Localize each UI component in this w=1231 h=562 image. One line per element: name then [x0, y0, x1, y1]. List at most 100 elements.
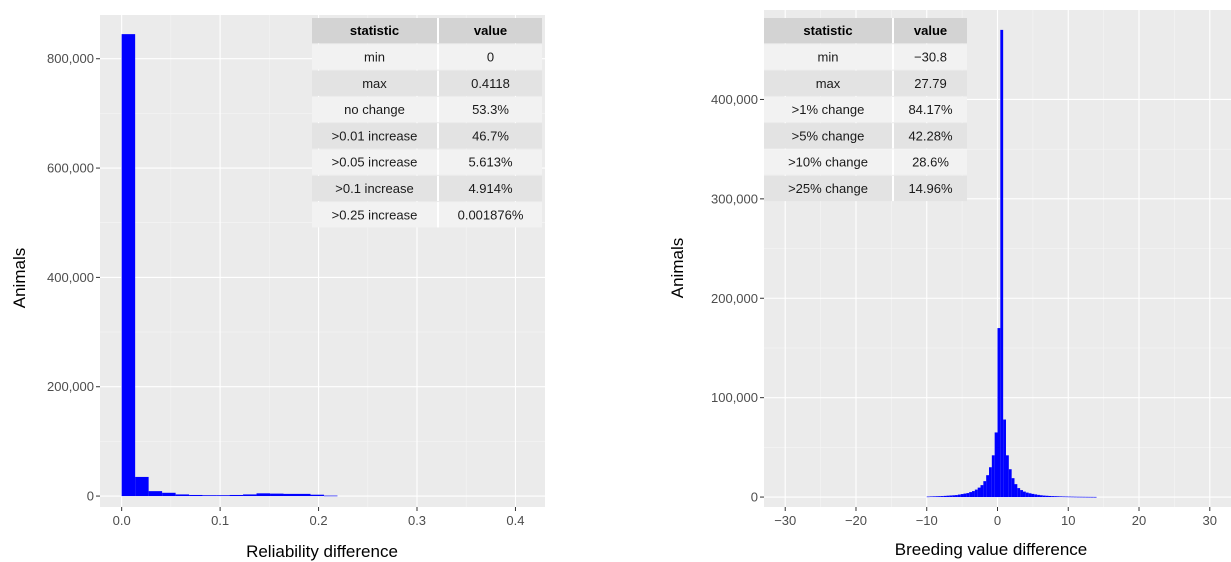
histogram-bar	[955, 495, 958, 498]
histogram-bar	[1054, 496, 1057, 498]
histogram-bar	[270, 493, 284, 497]
histogram-bar	[1076, 496, 1080, 498]
table-cell-value: 0	[487, 49, 494, 64]
histogram-bar	[1079, 496, 1083, 498]
table-column-divider	[892, 18, 894, 44]
table-cell-statistic: no change	[344, 102, 405, 117]
table-column-divider	[437, 70, 439, 96]
histogram-bar	[1056, 496, 1060, 498]
table-header-value: value	[914, 23, 947, 38]
table-cell-statistic: >5% change	[792, 128, 865, 143]
histogram-bar	[148, 491, 163, 497]
y-axis-ticks: 0 200,000 400,000 600,000 800,000	[47, 51, 100, 504]
table-row	[312, 96, 542, 123]
table-cell-value: 0.001876%	[458, 207, 524, 222]
table-cell-value: 4.914%	[468, 181, 513, 196]
histogram-bar	[1071, 496, 1074, 498]
table-cell-value: 46.7%	[472, 128, 509, 143]
histogram-bar	[974, 489, 978, 498]
table-row	[764, 123, 967, 149]
y-tick-label: 800,000	[47, 51, 94, 66]
table-column-divider	[437, 18, 439, 44]
histogram-bar	[943, 495, 947, 498]
histogram-bar	[1093, 496, 1097, 498]
table-column-divider	[892, 44, 894, 70]
histogram-bar	[189, 494, 203, 497]
histogram-bar	[1011, 478, 1015, 498]
x-tick-label: −10	[916, 513, 938, 528]
table-cell-statistic: min	[364, 49, 385, 64]
table-cell-value: 84.17%	[908, 102, 953, 117]
histogram-bar	[991, 455, 995, 498]
table-cell-value: 14.96%	[908, 181, 953, 196]
histogram-bar	[980, 485, 984, 498]
histogram-bar	[1017, 488, 1021, 498]
table-row	[312, 175, 542, 202]
histogram-bar	[1020, 490, 1023, 498]
histogram-bar	[983, 481, 987, 498]
y-axis-title: Animals	[10, 248, 29, 308]
table-row	[764, 175, 967, 202]
table-row	[312, 149, 542, 175]
table-row	[312, 123, 542, 149]
x-tick-label: 10	[1061, 513, 1075, 528]
table-column-divider	[892, 70, 894, 96]
histogram-bar	[283, 493, 298, 497]
histogram-bar	[202, 495, 217, 497]
histogram-bar	[1059, 496, 1063, 498]
table-column-divider	[437, 149, 439, 175]
table-cell-value: 53.3%	[472, 102, 509, 117]
table-column-divider	[892, 149, 894, 175]
histogram-bar	[1090, 496, 1094, 498]
table-row	[764, 70, 967, 96]
table-header-row	[764, 18, 967, 44]
histogram-bar	[243, 494, 257, 497]
table-column-divider	[437, 44, 439, 70]
histogram-bar	[989, 467, 992, 498]
x-tick-label: 0.4	[506, 513, 524, 528]
table-cell-value: 0.4118	[471, 76, 510, 91]
histogram-bar	[1045, 495, 1049, 498]
histogram-bar	[1003, 419, 1006, 498]
grid-lines	[764, 10, 1231, 507]
y-axis-title: Animals	[668, 238, 687, 298]
histogram-bar	[960, 494, 964, 498]
x-tick-label: −30	[774, 513, 796, 528]
table-cell-statistic: >10% change	[788, 155, 868, 170]
table-row	[312, 70, 542, 96]
statistics-table: statistic value min 0 max 0.4118 no change 53.3…	[312, 18, 542, 228]
histogram-bar	[1034, 494, 1038, 498]
histogram-bar	[1088, 496, 1091, 498]
x-axis-title: Breeding value difference	[895, 540, 1088, 559]
histogram-bar	[1014, 484, 1018, 498]
x-axis-ticks: 0.0 0.1 0.2 0.3 0.4	[113, 507, 525, 528]
table-header-row	[312, 18, 542, 44]
y-tick-label: 600,000	[47, 161, 94, 176]
histogram-bar	[1037, 494, 1040, 498]
histogram-bar	[1000, 29, 1004, 498]
table-column-divider	[437, 175, 439, 202]
table-cell-value: 5.613%	[468, 155, 513, 170]
table-cell-statistic: >0.1 increase	[335, 181, 413, 196]
histogram-bar	[957, 494, 961, 498]
histogram-bar	[972, 491, 975, 498]
histogram-bar	[1065, 496, 1069, 498]
table-cell-statistic: max	[816, 76, 841, 91]
breeding-value-histogram: statistic value min −30.8 max 27.79 >1% change…	[668, 10, 1231, 559]
x-tick-label: −20	[845, 513, 867, 528]
histogram-bar	[135, 476, 149, 497]
table-column-divider	[892, 96, 894, 123]
x-tick-label: 0.1	[211, 513, 229, 528]
histogram-bar	[963, 493, 967, 498]
breeding-value-histogram-panel: statistic value min −30.8 max 27.79 >1% change…	[660, 0, 1231, 562]
histogram-bar	[1025, 492, 1029, 498]
table-cell-statistic: >0.25 increase	[332, 207, 418, 222]
reliability-histogram: statistic value min 0 max 0.4118 no change 53.3…	[10, 15, 545, 561]
histogram-bar	[1051, 496, 1055, 498]
histogram-bar	[310, 494, 324, 497]
table-cell-value: 28.6%	[912, 155, 949, 170]
histogram-bar	[297, 493, 311, 497]
x-axis-ticks: −30 −20 −10 0 10 20 30	[774, 507, 1217, 528]
histogram-bar	[969, 492, 973, 498]
histogram-bar	[1022, 491, 1026, 498]
